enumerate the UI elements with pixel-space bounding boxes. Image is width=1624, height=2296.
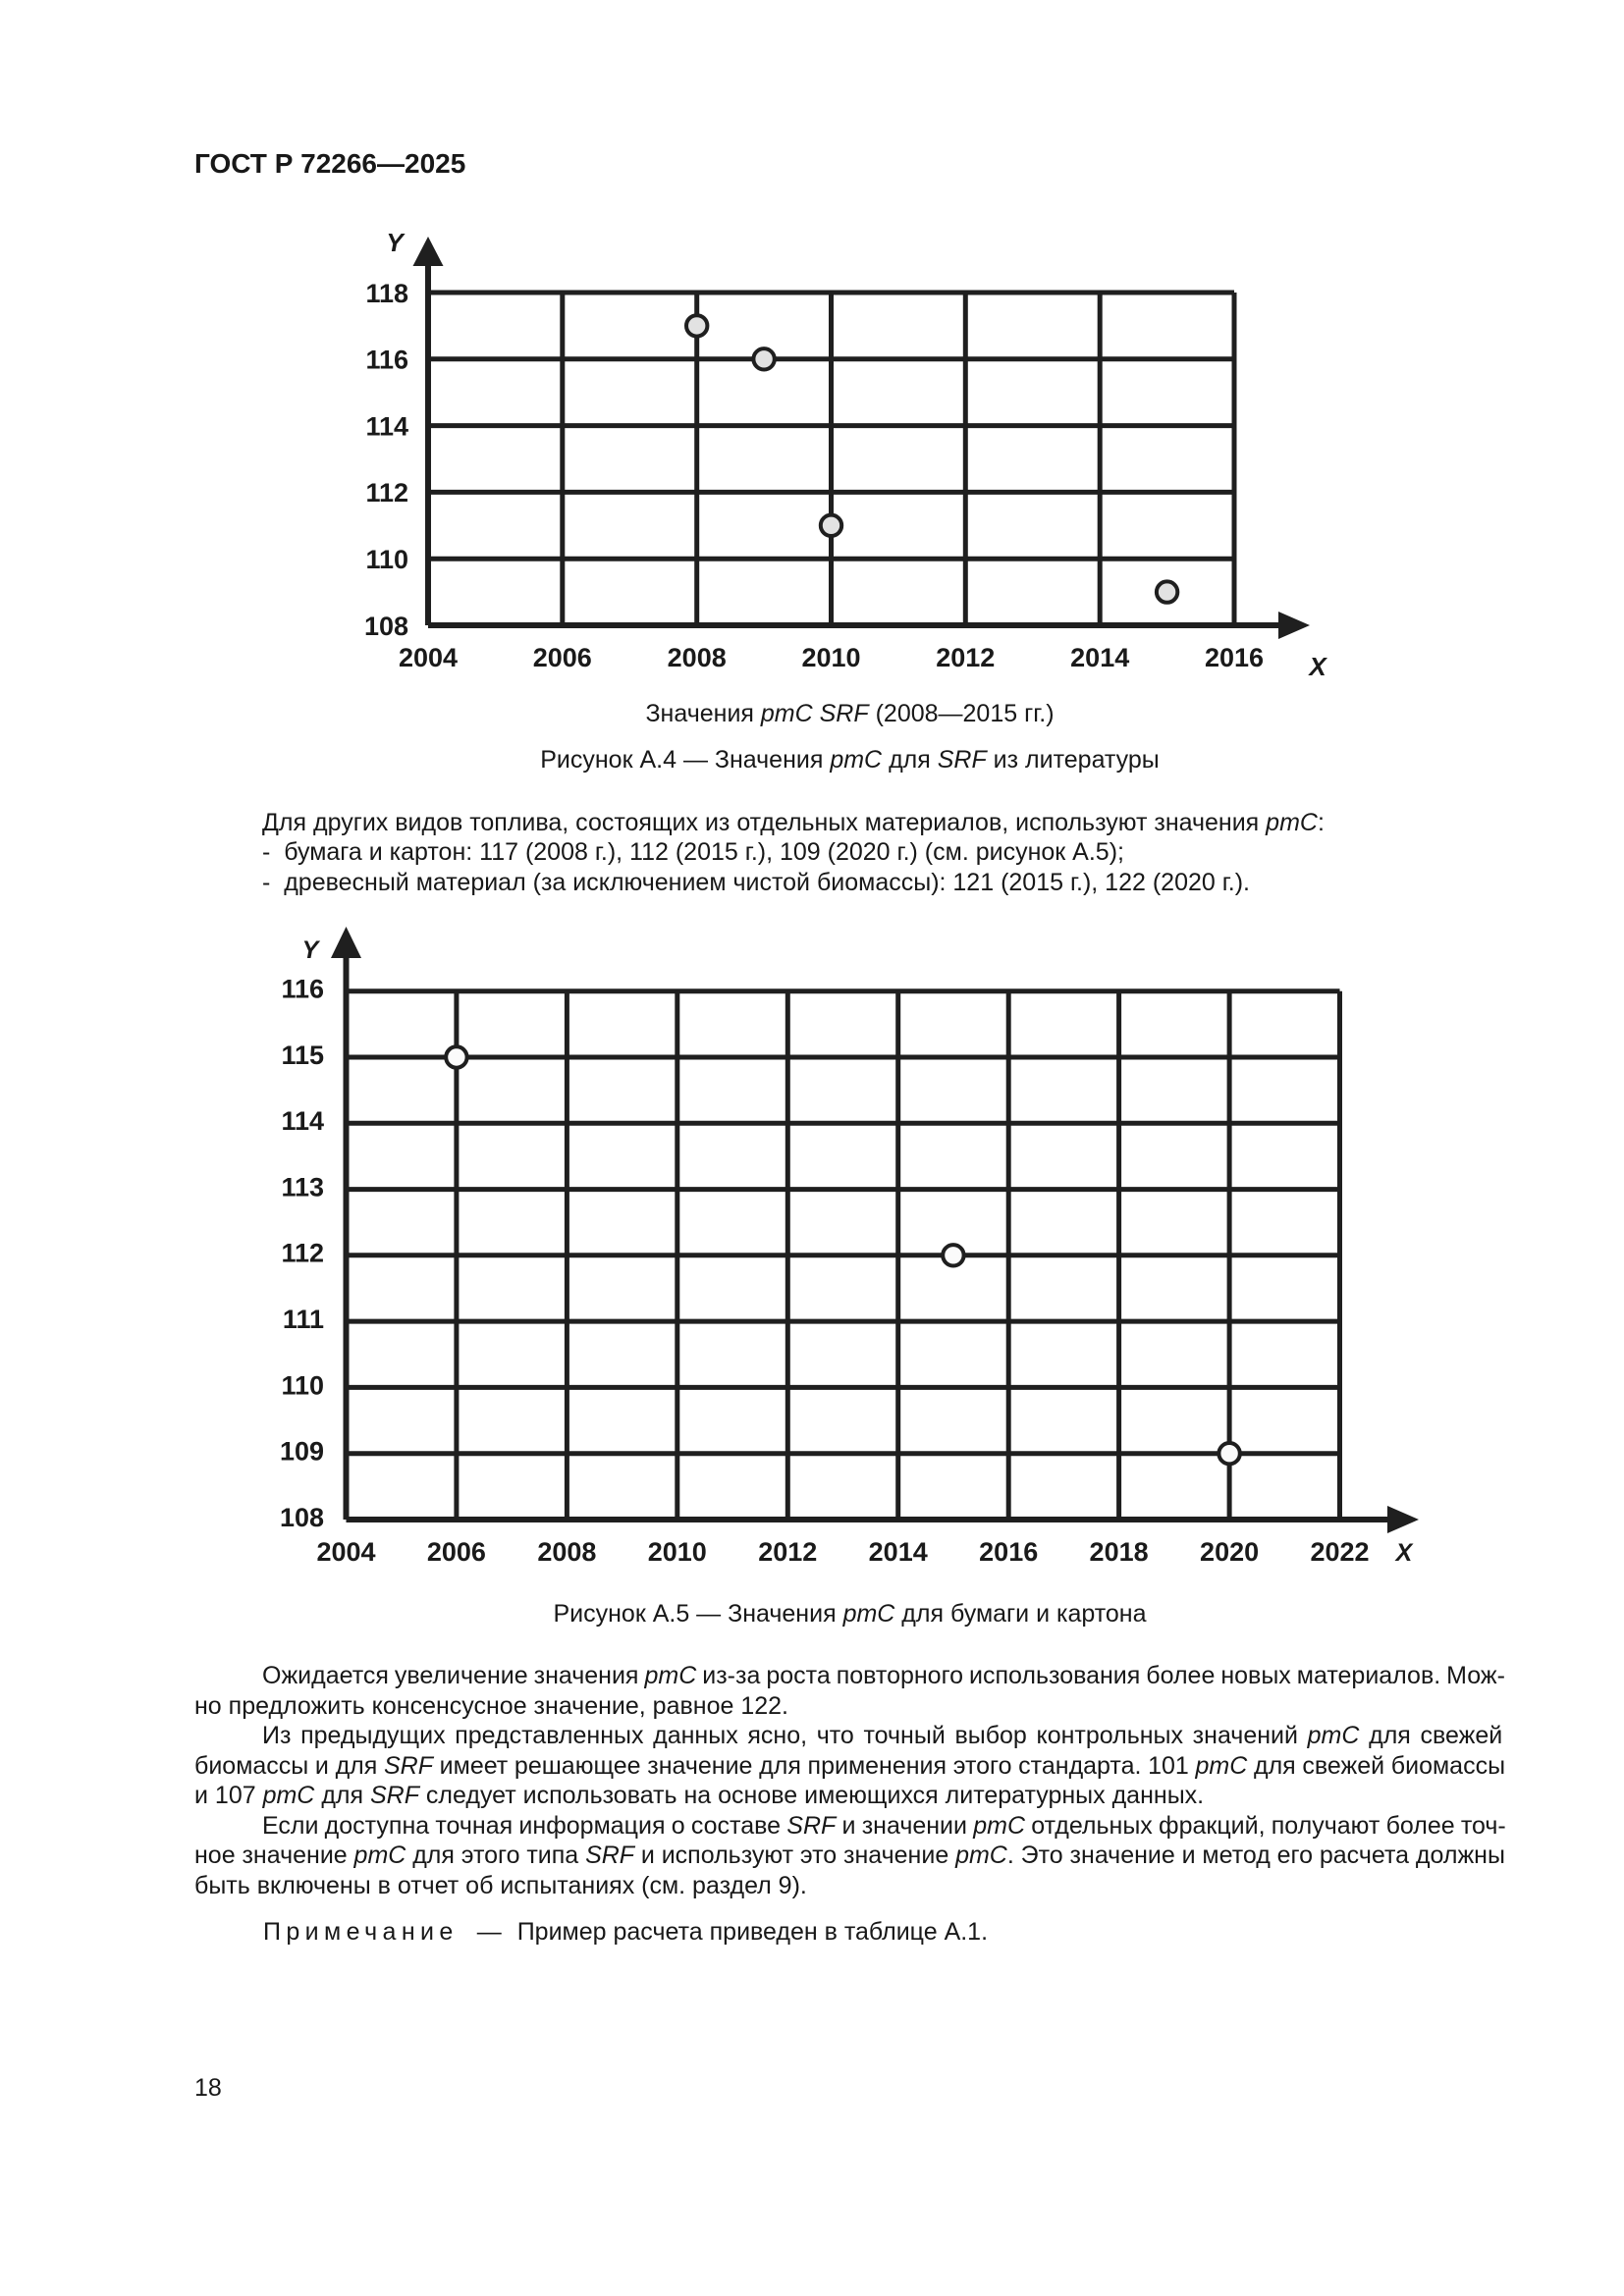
svg-text:2010: 2010 — [801, 643, 860, 672]
svg-text:2006: 2006 — [427, 1537, 486, 1567]
svg-text:2004: 2004 — [399, 643, 458, 672]
svg-text:112: 112 — [281, 1239, 324, 1268]
svg-text:Y: Y — [386, 228, 406, 257]
svg-text:2014: 2014 — [1070, 643, 1129, 672]
svg-text:113: 113 — [281, 1172, 324, 1201]
svg-text:108: 108 — [364, 612, 408, 641]
svg-text:109: 109 — [280, 1437, 324, 1467]
svg-text:2012: 2012 — [936, 643, 995, 672]
svg-text:110: 110 — [281, 1370, 324, 1400]
svg-text:X: X — [1307, 652, 1327, 681]
svg-text:2016: 2016 — [979, 1537, 1038, 1567]
svg-text:2012: 2012 — [758, 1537, 817, 1567]
svg-text:116: 116 — [281, 975, 324, 1004]
svg-text:116: 116 — [365, 346, 408, 375]
svg-text:108: 108 — [280, 1503, 324, 1532]
svg-text:2014: 2014 — [869, 1537, 928, 1567]
svg-text:115: 115 — [281, 1041, 324, 1070]
svg-text:111: 111 — [283, 1305, 324, 1334]
svg-text:114: 114 — [281, 1106, 324, 1136]
svg-text:2020: 2020 — [1200, 1537, 1259, 1567]
svg-text:114: 114 — [365, 412, 408, 442]
svg-text:Y: Y — [302, 936, 321, 964]
svg-text:2008: 2008 — [668, 643, 727, 672]
svg-text:110: 110 — [365, 545, 408, 574]
svg-text:2018: 2018 — [1090, 1537, 1149, 1567]
svg-text:X: X — [1394, 1539, 1414, 1567]
svg-text:2022: 2022 — [1310, 1537, 1369, 1567]
svg-text:2008: 2008 — [537, 1537, 596, 1567]
svg-text:2006: 2006 — [533, 643, 592, 672]
svg-text:2010: 2010 — [648, 1537, 707, 1567]
svg-text:118: 118 — [365, 279, 408, 308]
svg-text:2004: 2004 — [316, 1537, 375, 1567]
svg-text:2016: 2016 — [1205, 643, 1264, 672]
svg-text:112: 112 — [365, 478, 408, 507]
